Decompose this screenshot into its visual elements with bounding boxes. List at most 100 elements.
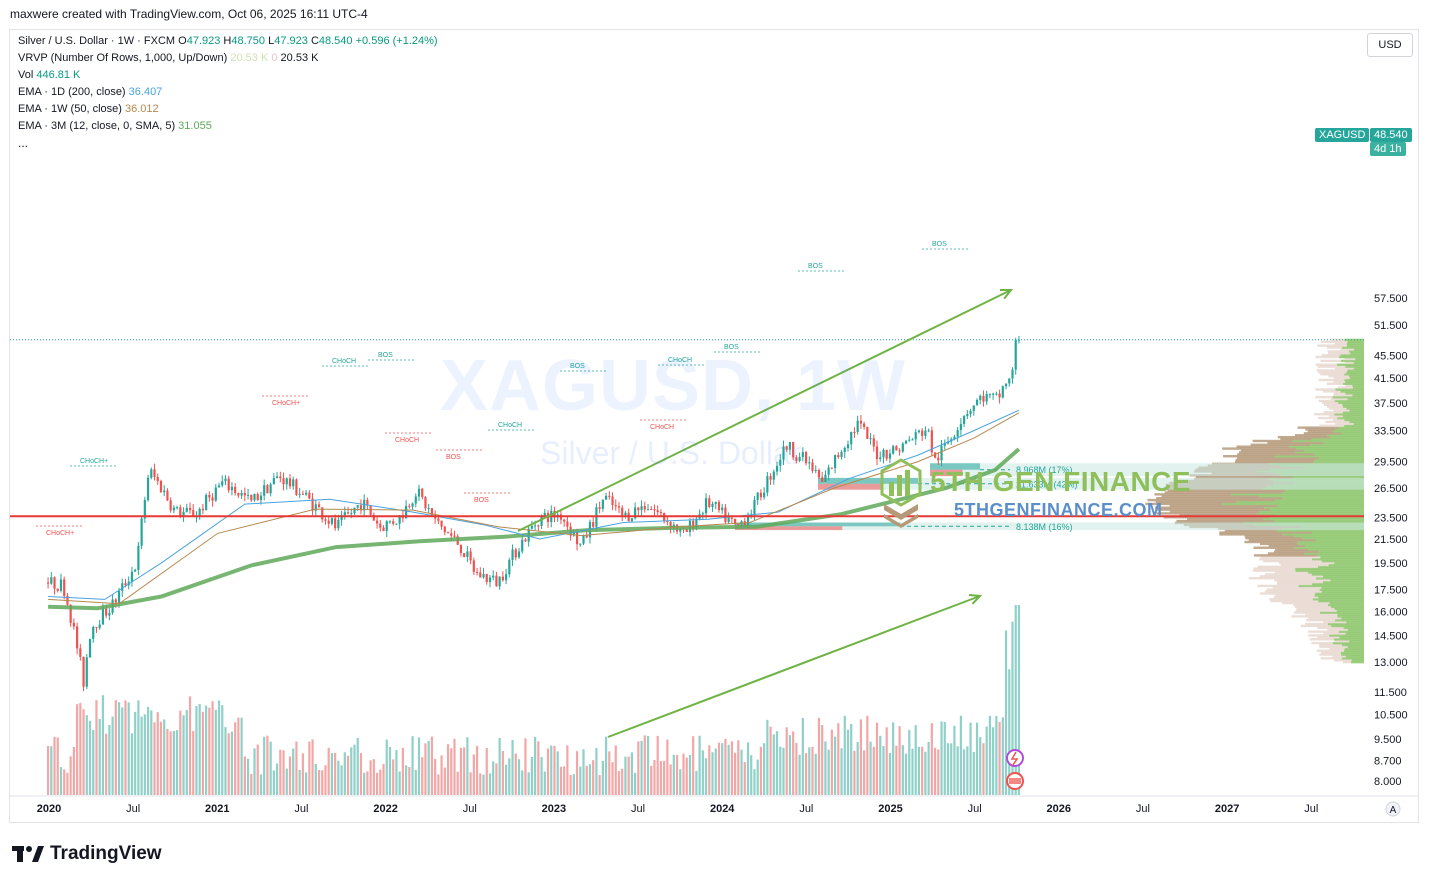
volume-zone-down-block [818, 483, 883, 490]
candle-body [498, 576, 501, 587]
candle-body [475, 571, 479, 573]
candle-body [227, 478, 230, 491]
volume-bar [463, 747, 466, 795]
volume-profile-up-bar [1295, 451, 1364, 454]
volume-bar [750, 755, 753, 795]
candle-body [850, 432, 853, 445]
tradingview-logo[interactable]: TradingView [12, 843, 162, 865]
volume-profile-down-bar [1163, 516, 1270, 519]
volume-profile-up-bar [1321, 559, 1364, 563]
candle-body [253, 494, 256, 501]
legend-vrvp[interactable]: VRVP (Number Of Rows, 1,000, Up/Down) 20… [18, 52, 318, 64]
currency-button[interactable]: USD [1367, 33, 1413, 57]
volume-bar [275, 763, 279, 795]
volume-bar [1001, 717, 1004, 795]
candle-body [114, 599, 117, 603]
volume-bar [769, 726, 772, 795]
volume-profile-up-bar [1353, 361, 1364, 364]
candle-body [243, 492, 246, 496]
volume-profile-up-bar [1344, 418, 1364, 422]
candle-body [153, 469, 156, 478]
volume-profile-down-bar [1264, 590, 1322, 593]
volume-bar [405, 765, 408, 795]
volume-bar [346, 755, 350, 795]
volume-bar [479, 773, 482, 795]
legend-more-button[interactable]: ... [18, 136, 29, 150]
volume-profile-up-bar [1349, 376, 1364, 380]
legend-high: 48.750 [231, 35, 266, 47]
volume-bar [975, 722, 979, 795]
volume-profile-up-bar [1330, 578, 1364, 582]
volume-profile-down-bar [1297, 426, 1340, 429]
volume-bar [466, 737, 469, 795]
time-axis-label: 2021 [205, 803, 229, 815]
price-axis-label: 9.500 [1374, 734, 1402, 746]
legend-ema-200d[interactable]: EMA · 1D (200, close) 36.407 [18, 86, 162, 98]
autoscale-icon[interactable]: A [1390, 805, 1397, 816]
volume-bar [117, 702, 121, 795]
volume-profile-down-bar [1296, 607, 1335, 610]
volume-bar [169, 731, 172, 795]
volume-bar [72, 746, 75, 795]
volume-profile-down-bar [1317, 636, 1340, 639]
candle-body [208, 495, 211, 498]
volume-profile-down-bar [1264, 573, 1312, 576]
candle-body [279, 476, 282, 479]
volume-profile-up-bar [1314, 458, 1364, 462]
legend-ema-3m[interactable]: EMA · 3M (12, close, 0, SMA, 5) 31.055 [18, 120, 212, 132]
volume-bar [259, 774, 263, 795]
legend-volume[interactable]: Vol 446.81 K [18, 69, 80, 81]
volume-profile-down-bar [1333, 380, 1346, 384]
volume-bar [524, 738, 527, 795]
price-axis-label: 45.500 [1374, 351, 1408, 363]
volume-profile-up-bar [1354, 348, 1364, 351]
volume-profile-up-bar [1340, 390, 1364, 393]
candle-body [659, 512, 663, 514]
legend-ema-50w[interactable]: EMA · 1W (50, close) 36.012 [18, 103, 159, 115]
earnings-event-icon[interactable] [1006, 749, 1024, 767]
volume-bar [240, 717, 243, 795]
candle-body [353, 507, 356, 514]
volume-bar [495, 763, 498, 795]
volume-profile-down-bar [1154, 506, 1265, 509]
volume-profile-up-bar [1318, 599, 1364, 603]
time-axis-label: Jul [463, 803, 477, 815]
candle-body [211, 497, 214, 501]
volume-profile-up-bar [1347, 397, 1364, 401]
autoscale-button[interactable] [1385, 801, 1401, 817]
volume-profile-up-bar [1319, 550, 1364, 553]
volume-profile-up-bar [1344, 424, 1364, 427]
price-axis-label: 8.000 [1374, 776, 1402, 788]
volume-profile-down-bar [1333, 392, 1346, 395]
candle-body [885, 449, 888, 459]
volume-bar [943, 721, 946, 795]
volume-bar [385, 739, 388, 795]
volume-bar [353, 744, 356, 795]
volume-bar [601, 760, 604, 795]
volume-profile-up-bar [1311, 437, 1364, 441]
volume-profile-down-bar [1164, 491, 1284, 494]
structure-label: CHoCH [650, 424, 674, 431]
zone-label: 8.138M (16%) [1016, 522, 1073, 532]
volume-profile-down-bar [1224, 529, 1277, 532]
candle-body [508, 559, 511, 575]
legend-ohlc[interactable]: Silver / U.S. Dollar · 1W · FXCM O47.923… [18, 35, 438, 47]
volume-bar [124, 700, 127, 795]
volume-profile-down-bar [1308, 634, 1330, 637]
volume-profile-down-bar [1319, 424, 1345, 427]
volume-profile-down-bar [1235, 458, 1315, 462]
legend-change: +0.596 (+1.24%) [355, 35, 438, 47]
candle-body [98, 624, 101, 628]
candle-body [782, 446, 785, 460]
volume-profile-down-bar [1295, 609, 1337, 612]
volume-profile-up-bar [1318, 565, 1364, 569]
volume-profile-up-bar [1353, 422, 1364, 426]
legend-c-label: C [310, 35, 319, 47]
volume-profile-down-bar [1342, 660, 1351, 664]
volume-bar [85, 715, 88, 795]
volume-profile-up-bar [1347, 340, 1364, 344]
volume-bar [646, 735, 650, 795]
volume-bar [598, 774, 601, 795]
volume-bar [111, 716, 114, 795]
